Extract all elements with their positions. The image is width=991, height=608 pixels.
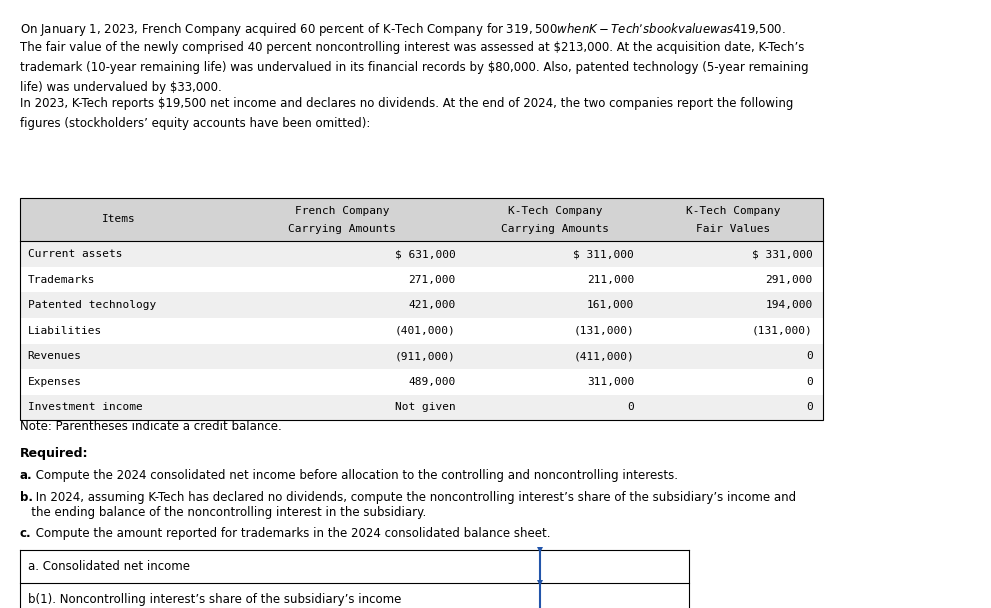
Text: Required:: Required:: [20, 447, 88, 460]
Text: Items: Items: [102, 215, 136, 224]
Text: 421,000: 421,000: [408, 300, 456, 310]
Text: $ 311,000: $ 311,000: [574, 249, 634, 259]
Text: Not given: Not given: [395, 402, 456, 412]
Text: 0: 0: [806, 377, 813, 387]
Text: c.: c.: [20, 527, 32, 540]
Bar: [20, 198, 823, 241]
Text: K-Tech Company: K-Tech Company: [686, 206, 781, 216]
Text: $ 331,000: $ 331,000: [752, 249, 813, 259]
Text: Compute the 2024 consolidated net income before allocation to the controlling an: Compute the 2024 consolidated net income…: [32, 469, 678, 482]
Text: 194,000: 194,000: [765, 300, 813, 310]
Text: b.: b.: [20, 491, 33, 503]
Bar: [20, 267, 823, 292]
Text: Current assets: Current assets: [28, 249, 122, 259]
Text: Fair Values: Fair Values: [697, 224, 770, 234]
Text: 211,000: 211,000: [587, 275, 634, 285]
Text: (401,000): (401,000): [395, 326, 456, 336]
Text: Investment income: Investment income: [28, 402, 143, 412]
Text: On January 1, 2023, French Company acquired 60 percent of K-Tech Company for $31: On January 1, 2023, French Company acqui…: [20, 21, 786, 38]
Text: French Company: French Company: [294, 206, 389, 216]
Bar: [20, 395, 823, 420]
Text: 291,000: 291,000: [765, 275, 813, 285]
Text: b(1). Noncontrolling interest’s share of the subsidiary’s income: b(1). Noncontrolling interest’s share of…: [28, 593, 401, 606]
Text: Trademarks: Trademarks: [28, 275, 95, 285]
Bar: [20, 344, 823, 369]
Text: 0: 0: [806, 402, 813, 412]
Text: (131,000): (131,000): [752, 326, 813, 336]
Text: (411,000): (411,000): [574, 351, 634, 361]
Text: 489,000: 489,000: [408, 377, 456, 387]
Text: K-Tech Company: K-Tech Company: [507, 206, 603, 216]
Text: (911,000): (911,000): [395, 351, 456, 361]
Text: The fair value of the newly comprised 40 percent noncontrolling interest was ass: The fair value of the newly comprised 40…: [20, 41, 804, 54]
Text: figures (stockholders’ equity accounts have been omitted):: figures (stockholders’ equity accounts h…: [20, 117, 371, 130]
Text: 311,000: 311,000: [587, 377, 634, 387]
Text: Revenues: Revenues: [28, 351, 81, 361]
Text: Compute the amount reported for trademarks in the 2024 consolidated balance shee: Compute the amount reported for trademar…: [32, 527, 550, 540]
Bar: [20, 369, 823, 395]
Text: $ 631,000: $ 631,000: [395, 249, 456, 259]
Text: In 2023, K-Tech reports $19,500 net income and declares no dividends. At the end: In 2023, K-Tech reports $19,500 net inco…: [20, 97, 793, 110]
Text: life) was undervalued by $33,000.: life) was undervalued by $33,000.: [20, 81, 222, 94]
Bar: [20, 241, 823, 267]
Text: Carrying Amounts: Carrying Amounts: [501, 224, 608, 234]
Text: 161,000: 161,000: [587, 300, 634, 310]
Text: Note: Parentheses indicate a credit balance.: Note: Parentheses indicate a credit bala…: [20, 420, 281, 432]
Text: a. Consolidated net income: a. Consolidated net income: [28, 560, 189, 573]
Bar: [20, 318, 823, 344]
Text: Carrying Amounts: Carrying Amounts: [288, 224, 395, 234]
Text: 0: 0: [627, 402, 634, 412]
Text: Patented technology: Patented technology: [28, 300, 156, 310]
Bar: [20, 198, 823, 420]
Text: a.: a.: [20, 469, 33, 482]
Text: Expenses: Expenses: [28, 377, 81, 387]
Text: Liabilities: Liabilities: [28, 326, 102, 336]
Text: In 2024, assuming K-Tech has declared no dividends, compute the noncontrolling i: In 2024, assuming K-Tech has declared no…: [32, 491, 796, 503]
Text: 271,000: 271,000: [408, 275, 456, 285]
Text: (131,000): (131,000): [574, 326, 634, 336]
Text: 0: 0: [806, 351, 813, 361]
Text: trademark (10-year remaining life) was undervalued in its financial records by $: trademark (10-year remaining life) was u…: [20, 61, 809, 74]
Text: the ending balance of the noncontrolling interest in the subsidiary.: the ending balance of the noncontrolling…: [20, 506, 426, 519]
Bar: [20, 292, 823, 318]
